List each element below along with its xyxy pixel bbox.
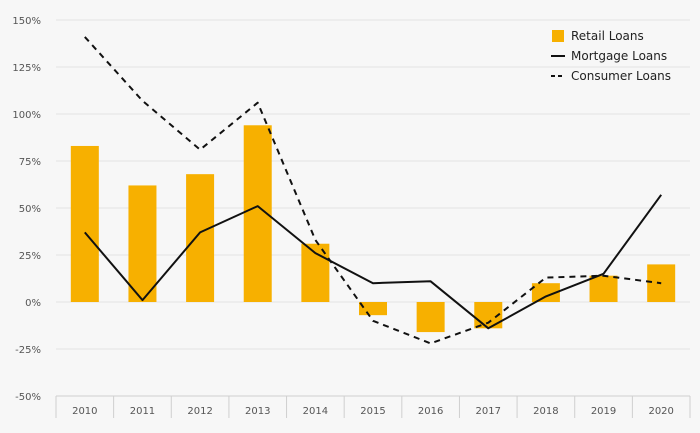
bar-retail-loans-2012 — [186, 174, 215, 302]
series-lines — [84, 36, 663, 345]
line-consumer-loans — [84, 36, 662, 345]
bar-retail-loans-2011 — [128, 185, 157, 302]
legend-label-consumer-loans: Consumer Loans — [571, 69, 671, 83]
y-tick-label: -50% — [15, 392, 41, 403]
y-tick-label: 25% — [19, 251, 41, 262]
line-mortgage-loans — [84, 194, 663, 330]
bar-retail-loans-2010 — [70, 145, 99, 302]
legend-label-retail-loans: Retail Loans — [571, 29, 644, 43]
legend: Retail Loans Mortgage Loans Consumer Loans — [551, 29, 671, 83]
y-tick-label: 75% — [19, 157, 41, 168]
x-tick-label: 2019 — [591, 406, 616, 417]
x-tick-label: 2013 — [245, 406, 270, 417]
y-axis-tick-labels: -50% -25% 0% 25% 50% 75% 100% 125% 150% — [12, 16, 41, 403]
grid — [56, 19, 690, 350]
y-tick-label: 150% — [12, 16, 41, 27]
x-tick-label: 2014 — [303, 406, 328, 417]
x-tick-label: 2016 — [418, 406, 443, 417]
y-tick-label: 50% — [19, 204, 41, 215]
y-tick-label: 100% — [12, 110, 41, 121]
x-tick-label: 2012 — [187, 406, 212, 417]
x-axis: 2010 2011 2012 2013 2014 2015 2016 2017 2018 2019… — [55, 395, 691, 418]
retail-loans-bars — [70, 125, 676, 333]
legend-swatch-retail-loans — [552, 30, 564, 42]
x-tick-label: 2017 — [476, 406, 501, 417]
y-tick-label: -25% — [15, 345, 41, 356]
bar-retail-loans-2016 — [416, 302, 445, 333]
y-tick-label: 0% — [25, 298, 41, 309]
bar-retail-loans-2018 — [531, 283, 560, 302]
bar-retail-loans-2015 — [359, 302, 387, 316]
x-tick-label: 2010 — [72, 406, 97, 417]
legend-label-mortgage-loans: Mortgage Loans — [571, 49, 667, 63]
x-tick-label: 2020 — [648, 406, 673, 417]
x-tick-label: 2015 — [360, 406, 385, 417]
y-tick-label: 125% — [12, 63, 41, 74]
x-tick-label: 2011 — [130, 406, 155, 417]
x-tick-label: 2018 — [533, 406, 558, 417]
bar-retail-loans-2019 — [589, 275, 618, 302]
